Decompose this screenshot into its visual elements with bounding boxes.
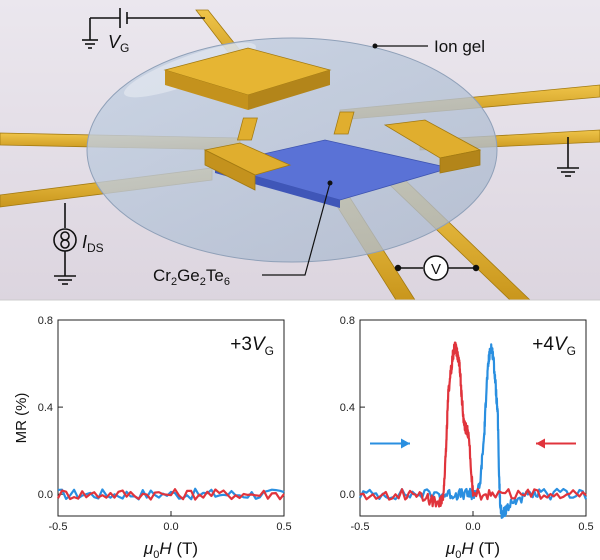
voltmeter	[394, 255, 480, 281]
right-ground	[557, 137, 579, 177]
plot-frame	[359, 319, 587, 517]
contact-left-side	[204, 149, 256, 191]
x-tick-label: 0.0	[163, 521, 178, 533]
series-line	[57, 487, 285, 501]
mr-chart-4vg: -0.5 0.0 0.5 0.0 0.4 0.8 +4VG μ0H (T)	[340, 315, 594, 560]
y-tick-label: 0.0	[38, 489, 53, 501]
probe-b	[333, 111, 355, 135]
series-line	[359, 343, 588, 519]
y-axis-label: MR (%)	[13, 393, 30, 444]
sweep-arrowhead	[536, 438, 545, 449]
gate-voltage-label: VG	[108, 32, 129, 55]
series-line	[359, 341, 587, 508]
contact-pads	[203, 111, 482, 191]
voltmeter-label: V	[431, 261, 441, 278]
material-label: Cr2Ge2Te6	[153, 266, 230, 288]
contact-right-side	[439, 149, 481, 174]
panel-annotation: +4VG	[532, 334, 576, 358]
panel-annotation: +3VG	[230, 334, 274, 358]
y-tick-label: 0.0	[340, 489, 355, 501]
sweep-arrowhead	[401, 438, 410, 449]
channel-pointer	[262, 182, 331, 276]
x-tick-label: -0.5	[351, 521, 370, 533]
y-tick-label: 0.4	[38, 402, 53, 414]
gate-pad	[163, 47, 332, 110]
current-label: IDS	[82, 232, 104, 255]
gate-source	[82, 8, 205, 49]
mr-chart-3vg: -0.5 0.0 0.5 0.0 0.4 0.8 +3VG μ0H (T) MR (%)	[13, 315, 292, 560]
y-tick-label: 0.8	[340, 315, 355, 327]
plot-frame	[57, 319, 285, 517]
series-line	[57, 488, 285, 501]
y-tick-label: 0.8	[38, 315, 53, 327]
x-tick-label: 0.5	[578, 521, 593, 533]
probe-a	[236, 117, 258, 141]
x-axis-label: μ0H (T)	[445, 539, 500, 560]
current-source	[53, 203, 77, 285]
x-tick-label: 0.0	[465, 521, 480, 533]
x-tick-label: 0.5	[276, 521, 291, 533]
y-tick-label: 0.4	[340, 402, 355, 414]
device-illustration: VG Ion gel IDS Cr2Ge2Te6	[0, 0, 600, 301]
x-tick-label: -0.5	[49, 521, 68, 533]
x-axis-label: μ0H (T)	[143, 539, 198, 560]
ion-gel-label: Ion gel	[434, 37, 485, 56]
